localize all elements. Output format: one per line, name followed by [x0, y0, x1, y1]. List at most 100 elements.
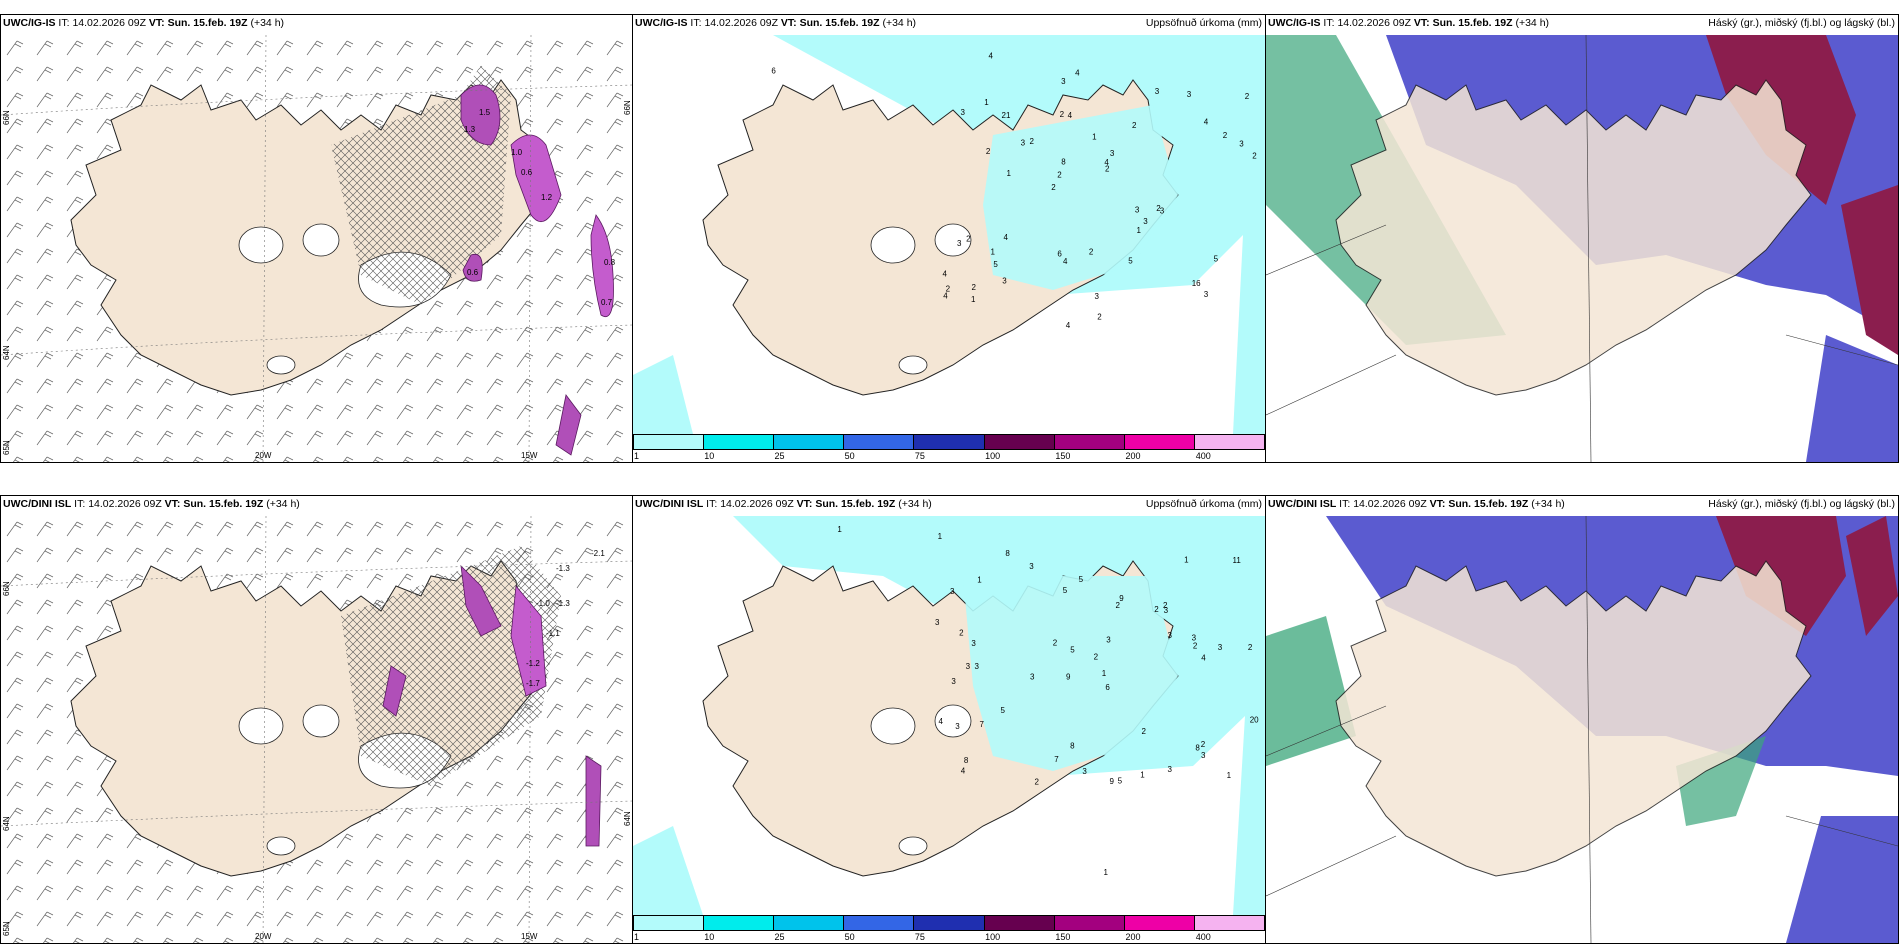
mid-cloud [1806, 335, 1898, 462]
precip-value-label: 5 [1079, 575, 1084, 584]
precip-value-label: 3 [1155, 87, 1160, 96]
precip-value-label: 1 [1140, 770, 1145, 779]
wind-barb-map: 1.3 0.6 1.0 1.5 1.2 0.7 0.8 0.6 [1, 35, 632, 462]
precip-value-label: 3 [1021, 139, 1026, 148]
precip-value-label: 3 [1029, 562, 1034, 571]
precip-value-label: 2 [1252, 151, 1257, 160]
precip-panel-igis: UWC/IG-IS IT: 14.02.2026 09Z VT: Sun. 15… [632, 14, 1266, 463]
precip-value-label: 1 [984, 98, 989, 107]
mid-cloud [1786, 816, 1898, 943]
precip-value-label: 4 [943, 270, 948, 279]
precip-value-label: 16 [1192, 279, 1201, 288]
pressure-label: 1.2 [541, 193, 553, 202]
precip-value-label: 8 [1005, 549, 1010, 558]
colorbar-tick: 25 [774, 451, 785, 461]
precip-value-label: 3 [1187, 90, 1192, 99]
precip-value-label: 3 [1168, 631, 1173, 640]
colorbar-tick: 50 [844, 932, 855, 942]
colorbar-tick: 150 [1055, 451, 1071, 461]
precip-value-label: 6 [1057, 249, 1062, 258]
colorbar-swatch [1124, 916, 1195, 930]
precip-cell [590, 214, 614, 317]
precip-value-label: 11 [1233, 556, 1242, 565]
precip-value-label: 3 [1106, 635, 1111, 644]
precip-value-label: 3 [975, 662, 980, 671]
precip-value-label: 2 [1201, 740, 1206, 749]
precip-value-label: 7 [1054, 755, 1059, 764]
precip-value-label: 2 [1094, 653, 1099, 662]
precip-value-label: 2 [1245, 92, 1250, 101]
colorbar-swatch [704, 435, 775, 449]
precip-value-label: 3 [1201, 751, 1206, 760]
precip-value-label: 2 [1053, 638, 1058, 647]
precip-area [963, 576, 1178, 771]
precip-value-label: 6 [1105, 683, 1110, 692]
precip-value-label: 2 [1116, 601, 1121, 610]
precip-value-label: 3 [1030, 673, 1035, 682]
iceland-landmass [1335, 560, 1812, 877]
colorbar-swatch [1194, 916, 1264, 930]
map-area [1266, 35, 1898, 462]
precip-cell [510, 585, 547, 697]
precip-value-label: 3 [1143, 217, 1148, 226]
panel-header: UWC/DINI ISL IT: 14.02.2026 09Z VT: Sun.… [3, 498, 300, 510]
precip-value-label: 3 [1095, 292, 1100, 301]
lat-label: 65N [2, 921, 11, 936]
pressure-label: 1.5 [479, 108, 491, 117]
colorbar-tick: 25 [774, 932, 785, 942]
precip-value-label: 20 [1250, 716, 1259, 725]
pressure-label: 1.0 [511, 148, 523, 157]
cloud-panel-igis: UWC/IG-IS IT: 14.02.2026 09Z VT: Sun. 15… [1265, 14, 1899, 463]
colorbar-tick: 200 [1125, 451, 1141, 461]
precip-value-label: 2 [966, 234, 971, 243]
panel-header: UWC/IG-IS IT: 14.02.2026 09Z VT: Sun. 15… [635, 17, 1262, 29]
precip-value-label: 8 [1061, 158, 1066, 167]
precip-value-label: 3 [935, 618, 940, 627]
pressure-label: -1.3 [556, 599, 570, 608]
pressure-label: -1.7 [526, 679, 540, 688]
lon-label: 20W [255, 451, 272, 460]
precip-value-label: 2 [1248, 643, 1253, 652]
colorbar-swatch [1194, 435, 1264, 449]
precip-value-label: 1 [1007, 169, 1012, 178]
iceland-landmass [1335, 79, 1812, 396]
precip-cell [462, 253, 483, 282]
precip-value-label: 3 [1168, 765, 1173, 774]
precip-value-label: 5 [1070, 645, 1075, 654]
colorbar-tick: 100 [985, 451, 1001, 461]
precip-value-label: 1 [1104, 868, 1109, 877]
precip-value-label: 8 [1195, 743, 1200, 752]
precip-value-label: 3 [1002, 277, 1007, 286]
panel-header: UWC/DINI ISL IT: 14.02.2026 09Z VT: Sun.… [1268, 498, 1895, 510]
colorbar-swatch [1054, 435, 1125, 449]
pressure-label: 0.6 [521, 168, 533, 177]
colorbar-swatch [844, 435, 915, 449]
lat-label: 66N [623, 100, 632, 115]
precip-value-label: 9 [1066, 673, 1071, 682]
precip-cell [382, 665, 407, 717]
precip-value-label: 4 [1104, 158, 1109, 167]
precip-value-label: 2 [1142, 727, 1147, 736]
precip-value-label: 4 [989, 51, 994, 60]
precip-value-label: 21 [1002, 111, 1011, 120]
precip-value-label: 4 [1075, 69, 1080, 78]
colorbar-tick: 1 [634, 451, 640, 461]
precip-value-label: 5 [1214, 254, 1219, 263]
precip-value-label: 2 [1030, 137, 1035, 146]
pressure-label: 0.6 [467, 268, 479, 277]
graticule [1, 516, 632, 943]
precip-value-label: 3 [1135, 205, 1140, 214]
colorbar-swatch [634, 916, 705, 930]
map-area: 1 6 4 2 2 2 2 1 2 2 4 5 4 3 3 3 3 2 3 2 2 6 8 21 3 4 16 5 2 3 3 2 1 3 3 4 2 4… [633, 35, 1265, 434]
precip-value-label: 2 [1193, 642, 1198, 651]
precip-panel-dini: UWC/DINI ISL IT: 14.02.2026 09Z VT: Sun.… [632, 495, 1266, 944]
colorbar-swatch [634, 435, 705, 449]
precip-value-label: 2 [946, 284, 951, 293]
precip-value-label: 3 [955, 722, 960, 731]
precip-value-label: 5 [1001, 706, 1006, 715]
precip-cell [460, 84, 501, 146]
precip-value-label: 4 [1004, 233, 1009, 242]
high-cloud [1716, 516, 1846, 636]
wind-snow-panel-igis: UWC/IG-IS IT: 14.02.2026 09Z VT: Sun. 15… [0, 14, 633, 463]
